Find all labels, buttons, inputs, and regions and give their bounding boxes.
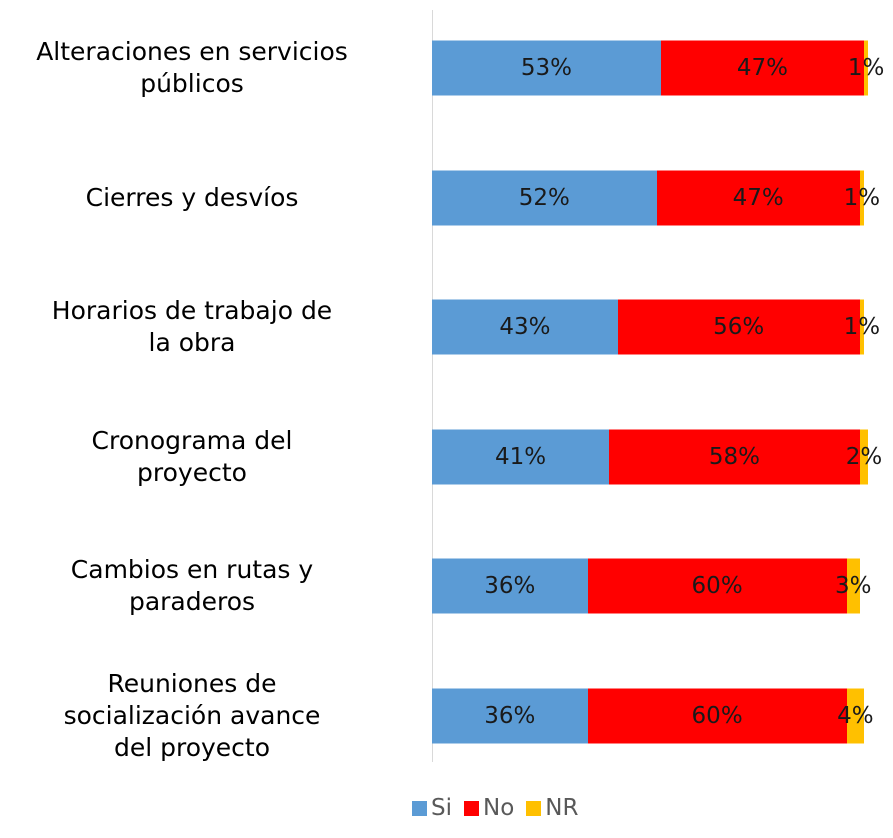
value-axis-line	[432, 10, 433, 762]
category-label: Cambios en rutas y paraderos	[70, 555, 314, 617]
bar-segment	[656, 170, 860, 226]
bar-segment	[859, 170, 864, 226]
bar-segment	[432, 558, 588, 614]
category-label: Cierres y desvíos	[85, 182, 299, 212]
bar-segment	[432, 429, 610, 485]
data-label: 60%	[691, 573, 743, 600]
legend-swatch	[526, 800, 542, 816]
bar-segment	[432, 688, 588, 744]
category-label: Reuniones de socialización avance del pr…	[63, 669, 321, 762]
data-label: 58%	[708, 443, 760, 470]
data-label: 47%	[732, 184, 784, 211]
legend-label: Si	[431, 795, 452, 821]
bar-segment	[660, 40, 864, 96]
legend-label: NR	[545, 795, 579, 821]
bar-segment	[846, 688, 864, 744]
data-label: 53%	[520, 55, 573, 81]
data-label: 4%	[837, 703, 874, 729]
legend-swatch	[412, 800, 427, 816]
data-label: 3%	[834, 573, 872, 600]
bar-segment	[617, 299, 860, 355]
legend-swatch	[464, 800, 479, 816]
bar-segment	[846, 558, 860, 614]
data-label: 52%	[518, 184, 570, 211]
data-label: 36%	[484, 703, 536, 729]
category-label: Alteraciones en servicios públicos	[36, 37, 348, 98]
data-label: 1%	[843, 314, 881, 341]
data-label: 2%	[845, 443, 883, 470]
data-label: 1%	[843, 184, 881, 211]
legend: Si No NR	[400, 795, 578, 821]
bar-segment	[432, 299, 618, 355]
bar-segment	[432, 170, 657, 226]
bar-segment	[859, 299, 864, 355]
data-label: 36%	[484, 573, 536, 600]
bar-segment	[864, 40, 869, 96]
data-label: 60%	[691, 703, 743, 729]
data-label: 43%	[499, 314, 551, 341]
data-label: 1%	[847, 55, 885, 81]
bar-segment	[859, 429, 869, 485]
bar-segment	[609, 429, 860, 485]
bar-segment	[432, 40, 661, 96]
bar-segment	[587, 558, 847, 614]
data-label: 41%	[494, 443, 547, 470]
bar-segment	[587, 688, 847, 744]
category-label: Horarios de trabajo de la obra	[51, 296, 333, 358]
data-label: 47%	[736, 55, 789, 81]
category-label: Cronograma del proyecto	[91, 425, 293, 487]
data-label: 56%	[713, 314, 765, 341]
legend-label: No	[483, 795, 515, 821]
